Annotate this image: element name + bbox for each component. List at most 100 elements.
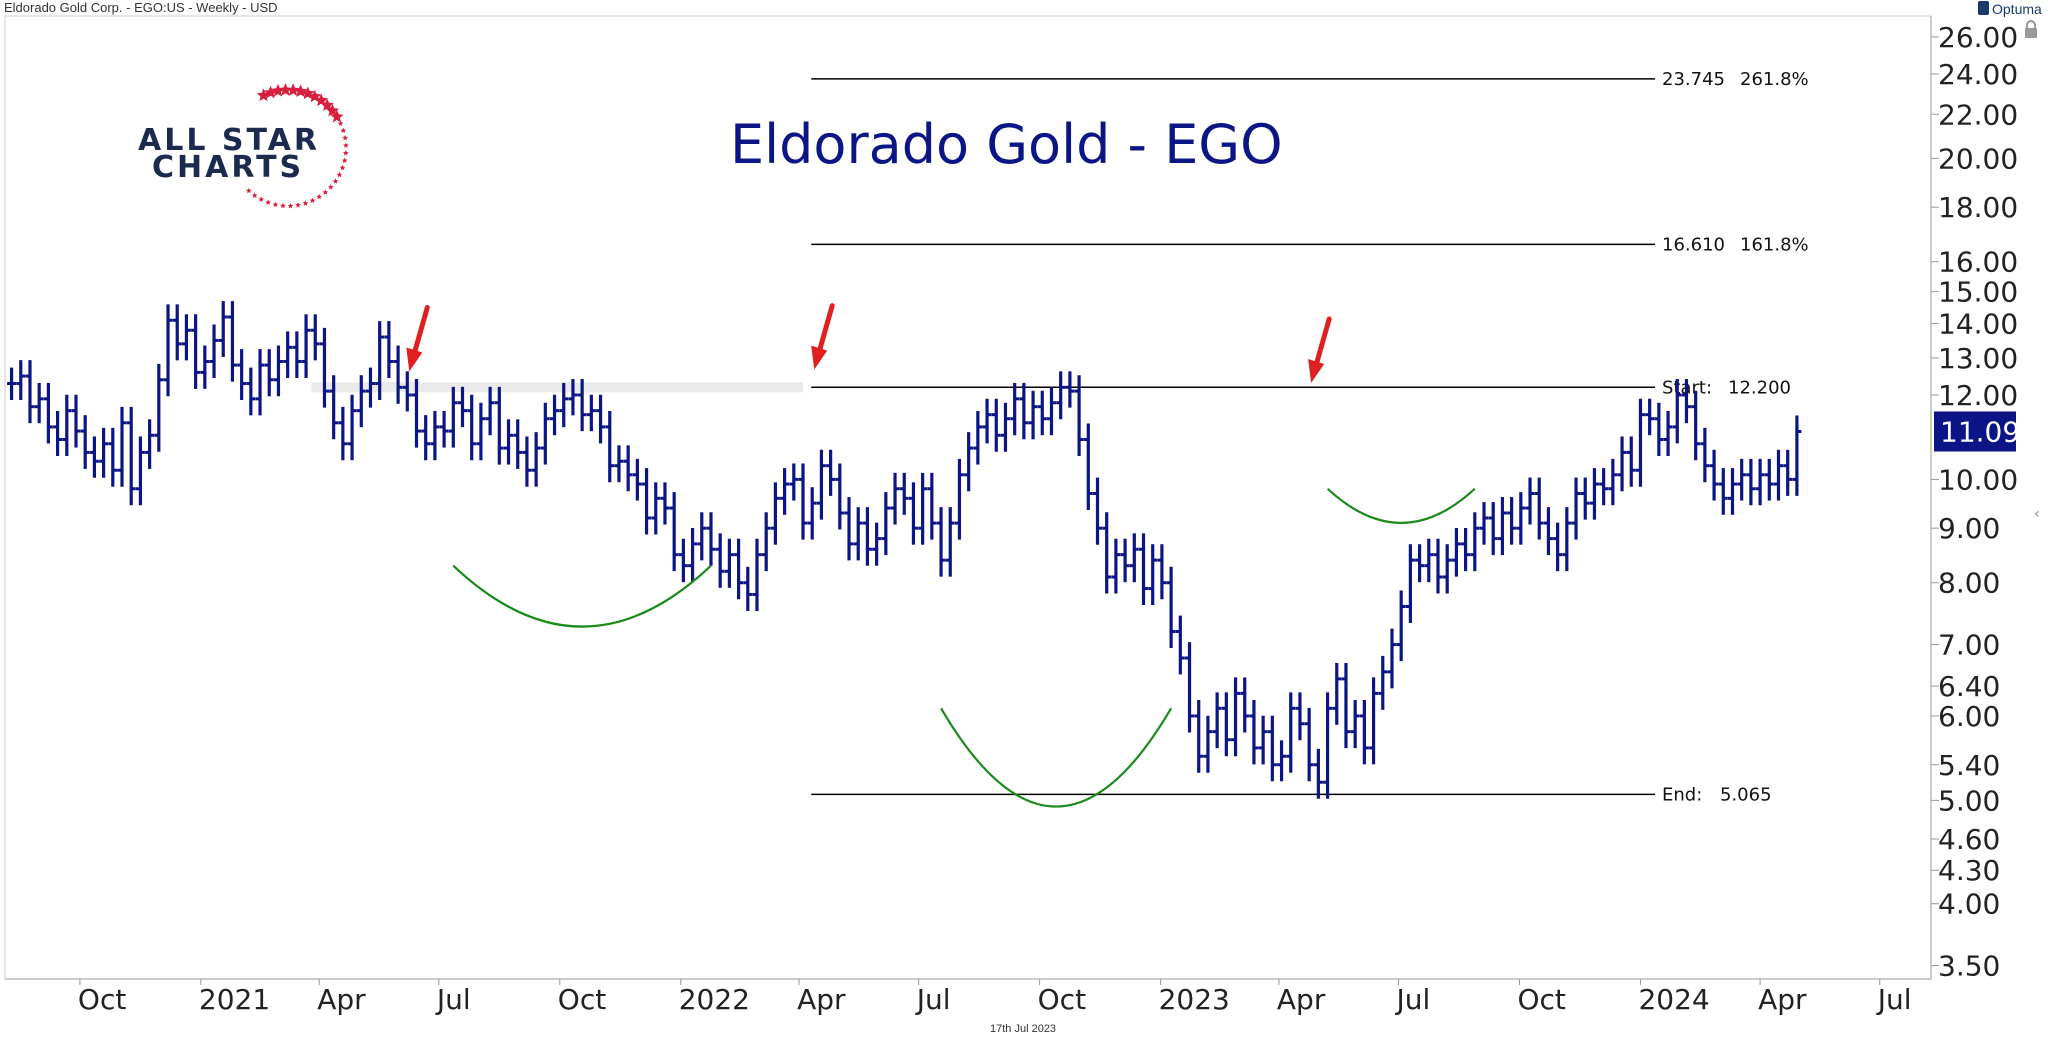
price-bar (770, 482, 780, 545)
price-bar (1249, 700, 1259, 765)
resistance-band (311, 382, 804, 393)
price-bar (1231, 677, 1241, 757)
price-bar (365, 367, 375, 408)
price-bar (1092, 477, 1102, 545)
price-bar (53, 410, 63, 456)
optuma-brand: Optuma (1992, 1, 2042, 17)
price-bar (43, 382, 53, 444)
price-bar (172, 304, 182, 361)
price-bar (1120, 538, 1130, 583)
price-bar (1543, 507, 1553, 556)
price-bar (1571, 477, 1581, 540)
price-bar (724, 538, 734, 588)
price-bar (255, 349, 265, 416)
price-bar (200, 345, 210, 389)
price-bar (126, 406, 136, 506)
y-tick-label: 20.00 (1938, 142, 2018, 175)
red-arrow-shaft (411, 305, 430, 357)
price-bar (954, 458, 964, 540)
logo-star (286, 83, 300, 96)
logo-star (337, 120, 344, 126)
price-bar (1056, 371, 1066, 420)
price-bar (872, 522, 882, 566)
price-bar (1139, 533, 1149, 606)
price-bar (734, 538, 744, 600)
price-bar (1277, 740, 1287, 782)
price-bar (816, 449, 826, 520)
y-tick-label: 14.00 (1938, 308, 2018, 341)
price-bar (439, 410, 449, 448)
price-bar (1654, 402, 1664, 456)
chart-title: Eldorado Gold - EGO (730, 113, 1283, 176)
price-bar (1378, 655, 1388, 710)
price-bar (660, 482, 670, 525)
level-value: 261.8% (1740, 69, 1809, 90)
logo-star (302, 200, 309, 206)
logo-star (320, 98, 334, 111)
red-arrow-head (406, 347, 423, 372)
price-bar (476, 402, 486, 461)
price-bar (209, 324, 219, 378)
price-bar (1553, 522, 1563, 572)
price-bar (1037, 390, 1047, 436)
logo-star (265, 199, 271, 205)
logo-star (271, 83, 285, 97)
last-price-background (1934, 411, 2016, 452)
y-tick-label: 6.40 (1938, 670, 2000, 703)
price-bar (283, 331, 293, 378)
price-bar (761, 512, 771, 572)
collapse-panel-icon[interactable]: ‹ (2034, 506, 2040, 522)
price-bar (467, 394, 477, 461)
price-bar (596, 394, 606, 444)
price-bar (835, 463, 845, 530)
y-tick-label: 10.00 (1938, 463, 2018, 496)
price-bar (154, 363, 164, 452)
price-bar (807, 487, 817, 540)
price-bar (688, 527, 698, 583)
price-bar (918, 472, 928, 545)
logo-star (309, 197, 316, 203)
x-tick-label: Apr (317, 983, 366, 1016)
price-bar (890, 472, 900, 525)
y-tick-label: 5.00 (1938, 784, 2000, 817)
price-bar (973, 410, 983, 465)
rounding-bottom-arc (940, 707, 1173, 808)
logo-star (251, 192, 258, 198)
level-label: 23.745 (1662, 69, 1725, 90)
price-bar (1470, 512, 1480, 572)
price-bar (568, 379, 578, 416)
logo-star (340, 127, 347, 133)
price-bar (117, 406, 127, 487)
price-bar (1350, 700, 1360, 749)
price-bar (531, 432, 541, 487)
price-bar (1700, 427, 1710, 483)
y-tick-label: 26.00 (1938, 21, 2018, 54)
price-bar (1709, 449, 1719, 501)
x-tick-label: Apr (797, 983, 846, 1016)
price-bar (1617, 436, 1627, 492)
logo-star (295, 202, 301, 208)
logo-star (343, 142, 349, 148)
y-tick-label: 22.00 (1938, 98, 2018, 131)
logo-star (280, 202, 286, 209)
y-tick-label: 16.00 (1938, 246, 2018, 279)
lock-icon[interactable] (2025, 20, 2037, 38)
price-bar (1102, 512, 1112, 594)
price-bar (1074, 375, 1084, 456)
logo-star (278, 83, 293, 96)
price-bar (504, 419, 514, 465)
price-bar (329, 375, 339, 440)
y-tick-label: 4.60 (1938, 823, 2000, 856)
price-bar (1295, 692, 1305, 741)
price-bar (614, 445, 624, 483)
price-bar (1424, 538, 1434, 583)
price-bar (669, 492, 679, 572)
price-bar (1194, 700, 1204, 773)
price-bar (936, 507, 946, 577)
level-value: 5.065 (1720, 784, 1772, 805)
price-bar (586, 394, 596, 432)
price-bar (1534, 477, 1544, 540)
logo-star (246, 187, 252, 194)
price-bar (908, 482, 918, 545)
